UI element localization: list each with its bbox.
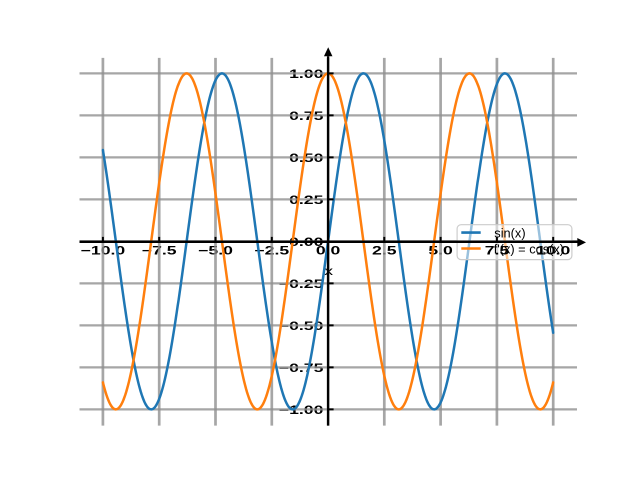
svg-text:sin(x): sin(x) bbox=[494, 226, 525, 241]
svg-text:7.5: 7.5 bbox=[485, 244, 510, 258]
svg-text:10.0: 10.0 bbox=[536, 244, 570, 258]
svg-text:f'(x) = cos(x): f'(x) = cos(x) bbox=[494, 241, 564, 256]
